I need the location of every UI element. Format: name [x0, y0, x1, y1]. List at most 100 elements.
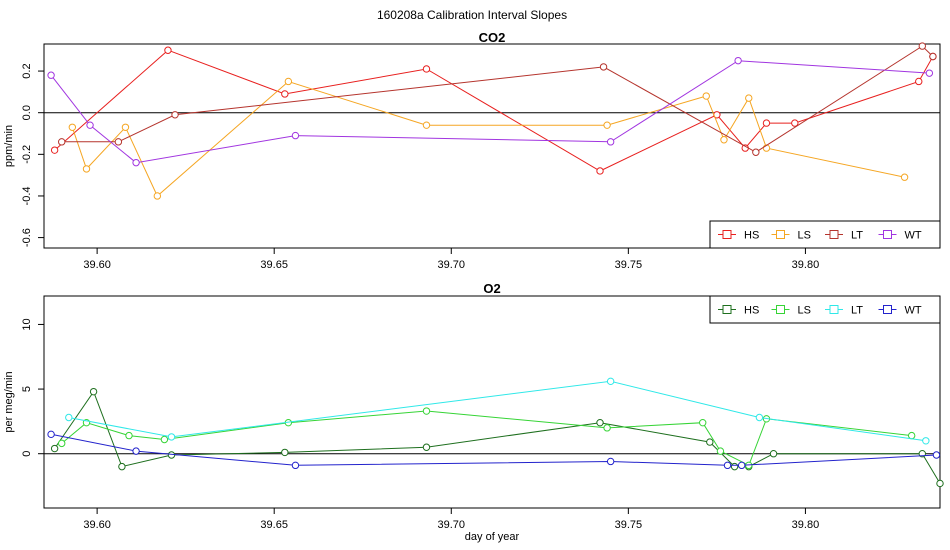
plot-frame: [43, 43, 941, 249]
legend-swatch-marker: [776, 305, 785, 314]
data-point: [281, 448, 289, 457]
data-point: [82, 165, 91, 173]
data-point: [86, 121, 94, 129]
data-point: [922, 437, 930, 445]
data-point: [171, 111, 179, 119]
legend-swatch-marker: [722, 230, 732, 239]
data-point: [58, 439, 66, 448]
x-tick-label: 39.80: [792, 519, 820, 531]
x-tick-label: 39.65: [260, 519, 288, 531]
data-point: [702, 92, 710, 100]
x-tick-label: 39.70: [438, 519, 466, 531]
series-wt: [47, 56, 934, 167]
data-point: [918, 42, 926, 50]
y-tick-label: 10: [21, 318, 33, 330]
series-ls: [68, 77, 909, 200]
data-point: [47, 430, 55, 439]
data-point: [132, 447, 140, 455]
y-tick-label: 0: [21, 451, 33, 457]
data-point: [699, 418, 707, 427]
data-point: [121, 123, 130, 131]
panel-title: O2: [483, 281, 500, 296]
y-axis-label: ppm/min: [3, 125, 15, 167]
series-ls: [58, 407, 916, 470]
y-tick-label: -0.4: [21, 186, 33, 205]
y-tick-label: -0.2: [21, 145, 33, 164]
data-point: [603, 121, 611, 129]
y-tick-label: 5: [21, 386, 33, 392]
data-point: [596, 418, 604, 427]
data-point: [755, 413, 764, 422]
data-point: [50, 146, 59, 154]
data-point: [68, 123, 77, 131]
data-point: [745, 94, 753, 102]
series-wt: [47, 430, 941, 470]
data-point: [422, 65, 431, 73]
x-tick-label: 39.60: [83, 259, 111, 271]
panel-title: CO2: [479, 30, 506, 45]
legend-swatch-marker: [722, 305, 732, 314]
data-point: [936, 479, 944, 488]
data-point: [422, 443, 431, 451]
data-point: [925, 69, 934, 77]
legend-label: HS: [744, 230, 759, 242]
legend-label: WT: [905, 230, 922, 242]
data-point: [929, 52, 937, 61]
data-point: [160, 435, 169, 444]
data-point: [125, 431, 133, 440]
x-tick-label: 39.80: [792, 259, 820, 271]
data-point: [723, 461, 732, 470]
series-hs: [50, 46, 937, 175]
data-point: [596, 167, 604, 175]
data-point: [791, 119, 799, 127]
data-point: [132, 158, 140, 167]
x-tick-label: 39.70: [438, 259, 466, 271]
data-point: [89, 387, 98, 396]
series-lt: [65, 377, 930, 445]
series-line: [71, 80, 905, 197]
data-point: [606, 377, 615, 386]
data-point: [291, 461, 300, 470]
data-point: [900, 173, 909, 181]
data-point: [603, 424, 611, 432]
y-axis-label: per meg/min: [3, 371, 15, 432]
legend-label: LT: [851, 305, 863, 317]
data-point: [706, 438, 714, 446]
data-point: [606, 138, 615, 146]
data-point: [762, 119, 771, 127]
data-point: [915, 77, 923, 86]
data-point: [730, 462, 739, 471]
data-point: [118, 462, 126, 471]
series-lt: [58, 42, 937, 156]
data-point: [752, 148, 760, 156]
data-point: [58, 138, 66, 146]
data-point: [737, 461, 746, 470]
data-point: [281, 90, 289, 98]
legend: HS LS LT WT: [709, 220, 941, 249]
series-line: [61, 410, 912, 466]
x-tick-label: 39.75: [615, 519, 643, 531]
data-point: [422, 121, 431, 129]
legend: HS LS LT WT: [709, 295, 941, 324]
data-point: [932, 451, 941, 459]
x-tick-label: 39.65: [260, 259, 288, 271]
data-point: [734, 56, 742, 65]
data-point: [164, 46, 172, 54]
y-tick-label: 0.2: [21, 63, 33, 78]
legend-swatch-marker: [776, 230, 785, 239]
y-tick-label: -0.6: [21, 228, 33, 247]
x-axis-label: day of year: [465, 531, 520, 543]
data-point: [422, 407, 431, 415]
legend-label: HS: [744, 305, 759, 317]
data-point: [50, 444, 59, 453]
data-point: [907, 431, 916, 440]
legend-swatch-marker: [883, 230, 892, 239]
legend-swatch-marker: [829, 230, 839, 239]
x-tick-label: 39.75: [615, 259, 643, 271]
data-point: [167, 433, 176, 441]
legend-label: LT: [851, 230, 863, 242]
data-point: [599, 63, 608, 71]
data-point: [720, 136, 728, 144]
data-point: [114, 138, 123, 146]
figure-title: 160208a Calibration Interval Slopes: [377, 8, 567, 22]
